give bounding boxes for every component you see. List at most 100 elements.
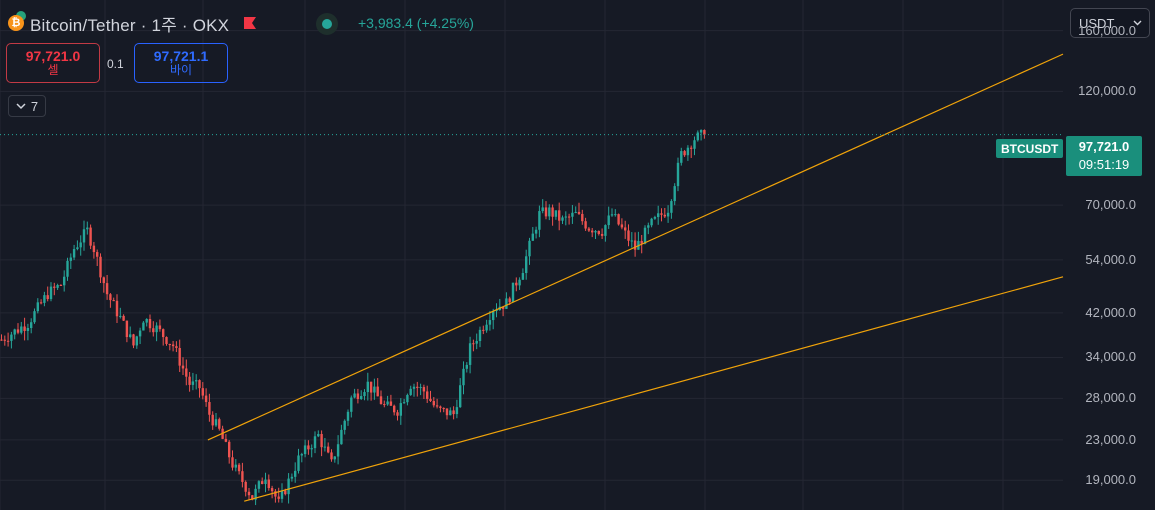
candle-body xyxy=(204,395,208,403)
candle-body xyxy=(584,221,587,229)
candle-body xyxy=(399,403,402,416)
candle-body xyxy=(686,147,690,156)
candle-body xyxy=(323,446,327,448)
channel-lower-line xyxy=(244,276,1064,502)
candle-body xyxy=(218,419,221,429)
chevron-down-icon xyxy=(16,103,26,110)
candle-body xyxy=(604,225,607,236)
price-axis-label: 23,000.0 xyxy=(1085,431,1136,447)
candle-body xyxy=(168,343,171,345)
candle-body xyxy=(620,224,624,228)
candle-body xyxy=(310,448,313,450)
indicators-toggle-button[interactable]: 7 xyxy=(8,95,46,117)
candle-body xyxy=(455,407,459,415)
candle-body xyxy=(452,410,455,415)
price-axis-label: 120,000.0 xyxy=(1078,83,1136,99)
candle-body xyxy=(534,229,538,234)
candle-body xyxy=(366,381,369,393)
candle-body xyxy=(264,479,267,484)
candle-body xyxy=(525,256,528,274)
last-price-tag: 97,721.0 09:51:19 xyxy=(1066,136,1142,176)
candle-body xyxy=(294,470,297,477)
candle-body xyxy=(376,386,379,397)
candle-body xyxy=(224,438,228,442)
indicators-count: 7 xyxy=(30,98,39,114)
buy-button[interactable]: 97,721.1 바이 xyxy=(134,43,228,83)
flag-icon[interactable] xyxy=(243,16,257,30)
candle-body xyxy=(468,343,472,365)
price-axis-label: 160,000.0 xyxy=(1078,22,1136,38)
candle-body xyxy=(79,242,82,248)
candle-body xyxy=(247,491,251,496)
candle-body xyxy=(43,295,46,303)
candle-body xyxy=(69,257,72,261)
candle-body xyxy=(20,326,23,333)
candle-body xyxy=(228,441,231,458)
candle-body xyxy=(0,339,3,341)
price-axis-label: 70,000.0 xyxy=(1085,197,1136,213)
candle-body xyxy=(188,376,191,385)
price-axis-label: 42,000.0 xyxy=(1085,304,1136,320)
bitcoin-icon: ₿ xyxy=(8,11,26,31)
candle-body xyxy=(439,406,442,408)
candle-body xyxy=(155,325,158,333)
candle-body xyxy=(234,464,237,468)
candle-body xyxy=(518,279,521,286)
candle-body xyxy=(597,231,600,234)
chevron-down-icon xyxy=(1133,20,1142,26)
currency-select[interactable]: USDT xyxy=(1070,8,1150,38)
candle-body xyxy=(614,214,617,216)
candle-body xyxy=(23,326,26,331)
candle-body xyxy=(274,491,277,497)
candle-body xyxy=(333,456,336,460)
candle-body xyxy=(617,214,620,225)
candle-body xyxy=(561,217,564,221)
candle-body xyxy=(214,419,218,426)
candle-body xyxy=(482,329,485,331)
candle-body xyxy=(515,282,518,286)
candle-body xyxy=(33,311,36,323)
candle-body xyxy=(508,298,511,303)
candle-body xyxy=(419,387,422,389)
candle-body xyxy=(287,478,290,495)
candle-body xyxy=(284,490,287,495)
buy-label: 바이 xyxy=(169,63,193,78)
candle-body xyxy=(360,396,363,400)
price-axis-label: 19,000.0 xyxy=(1085,472,1136,488)
candle-body xyxy=(386,401,389,405)
candle-body xyxy=(432,401,435,406)
candle-body xyxy=(624,227,627,231)
candle-body xyxy=(396,412,399,416)
candle-body xyxy=(109,294,112,301)
candle-body xyxy=(564,216,567,218)
sell-button[interactable]: 97,721.0 셀 xyxy=(6,43,100,83)
last-price-symbol-tag: BTCUSDT xyxy=(996,139,1064,158)
candle-body xyxy=(53,286,56,288)
candle-body xyxy=(531,233,534,241)
candle-body xyxy=(267,479,270,489)
price-change: +3,983.4 (+4.25%) xyxy=(358,15,474,31)
candle-body xyxy=(495,309,498,312)
candle-body xyxy=(129,334,132,338)
candle-body xyxy=(680,151,683,163)
candle-body xyxy=(650,218,653,226)
symbol-title[interactable]: Bitcoin/Tether · 1주 · OKX xyxy=(30,15,230,35)
candle-body xyxy=(119,315,122,317)
candle-body xyxy=(356,393,360,400)
candle-body xyxy=(251,495,254,500)
candle-body xyxy=(211,414,214,426)
candle-body xyxy=(505,298,508,309)
candle-body xyxy=(231,457,234,468)
candle-body xyxy=(297,455,300,471)
candle-body xyxy=(630,240,633,242)
candle-body xyxy=(475,340,478,344)
sell-label: 셀 xyxy=(47,63,59,78)
candle-body xyxy=(148,319,152,329)
candle-body xyxy=(63,276,66,286)
candle-body xyxy=(459,385,462,408)
candle-body xyxy=(373,386,376,393)
market-status-icon[interactable] xyxy=(316,13,338,35)
candle-body xyxy=(181,365,185,369)
candle-body xyxy=(307,445,310,450)
